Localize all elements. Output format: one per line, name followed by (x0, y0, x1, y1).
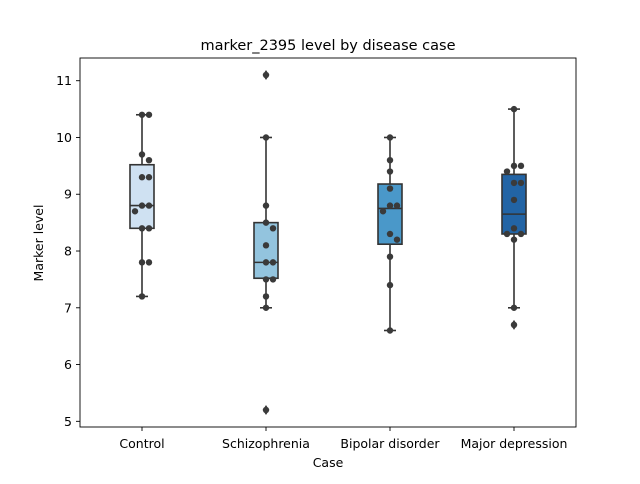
data-point (510, 304, 518, 311)
data-point (145, 156, 153, 164)
y-tick-label: 9 (64, 187, 72, 202)
data-point (138, 225, 146, 232)
y-tick-label: 7 (64, 300, 72, 315)
data-point (510, 179, 518, 187)
data-point (386, 230, 394, 238)
data-point (386, 253, 394, 260)
data-point (262, 304, 270, 311)
x-tick-label: Major depression (461, 436, 568, 451)
data-point (510, 236, 518, 243)
plot-area (129, 70, 527, 415)
data-point (145, 174, 153, 181)
y-tick-label: 6 (64, 357, 72, 372)
data-point (262, 259, 270, 266)
y-axis-label: Marker level (31, 205, 46, 282)
data-point (517, 179, 525, 187)
swarm-group-control (131, 111, 153, 300)
data-point (138, 111, 146, 118)
data-point (510, 196, 518, 204)
data-point (269, 276, 277, 283)
data-point (145, 259, 153, 266)
data-point (510, 225, 518, 232)
data-point (393, 236, 401, 243)
data-point (145, 202, 153, 209)
data-point (386, 327, 394, 334)
y-tick-label: 10 (56, 130, 72, 145)
x-tick-label: Control (119, 436, 164, 451)
data-point (386, 202, 394, 209)
data-point (138, 259, 146, 266)
swarm-group-schizophrenia (262, 71, 277, 414)
data-point (379, 208, 387, 215)
chart-title: marker_2395 level by disease case (201, 38, 456, 54)
data-point (262, 71, 270, 79)
x-axis: Control Schizophrenia Bipolar disorder Majo… (119, 427, 567, 451)
data-point (262, 406, 270, 414)
y-tick-label: 5 (64, 414, 72, 429)
data-point (262, 202, 270, 209)
data-point (131, 208, 139, 215)
data-point (262, 293, 270, 300)
data-point (503, 168, 511, 175)
y-tick-label: 8 (64, 244, 72, 259)
data-point (262, 276, 270, 283)
data-point (262, 134, 270, 141)
data-point (386, 168, 394, 175)
data-point (386, 185, 394, 192)
data-point (517, 230, 525, 238)
data-point (138, 293, 146, 300)
swarm-group-major-depression (503, 105, 525, 329)
x-tick-label: Schizophrenia (222, 436, 310, 451)
data-point (138, 202, 146, 209)
data-point (145, 111, 153, 118)
data-point (269, 225, 277, 232)
data-point (510, 162, 518, 170)
data-point (262, 242, 270, 249)
x-tick-label: Bipolar disorder (340, 436, 440, 451)
data-point (262, 219, 270, 226)
data-point (269, 259, 277, 266)
axes-frame (79, 57, 577, 428)
data-point (517, 162, 525, 170)
data-point (145, 225, 153, 232)
swarm-group-bipolar-disorder (379, 134, 401, 334)
data-point (510, 321, 518, 329)
x-axis-label: Case (313, 455, 344, 470)
data-point (386, 156, 394, 164)
data-point (386, 134, 394, 141)
data-point (503, 230, 511, 238)
y-axis: 5 6 7 8 9 10 11 (56, 73, 80, 429)
data-point (138, 174, 146, 181)
data-point (138, 151, 146, 158)
data-point (510, 105, 518, 113)
y-tick-label: 11 (56, 73, 72, 88)
data-point (386, 281, 394, 289)
data-point (393, 202, 401, 209)
